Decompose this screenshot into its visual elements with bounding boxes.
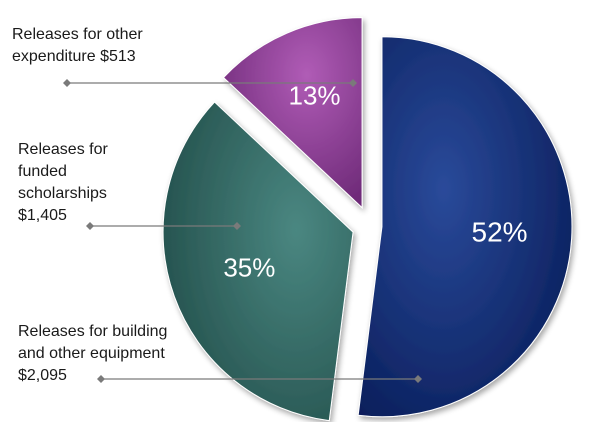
slice-other-expenditure <box>222 17 363 209</box>
pct-other-expenditure: 13% <box>288 81 340 111</box>
slice-funded-scholarships <box>162 101 354 422</box>
slice-building-equipment <box>357 36 573 418</box>
leader-other-expenditure-start-marker <box>63 79 71 87</box>
label-funded-scholarships: Releases for funded scholarships $1,405 <box>18 141 108 224</box>
leader-funded-scholarships-end-marker <box>233 222 241 230</box>
leader-building-equipment-start-marker <box>97 375 105 383</box>
pct-funded-scholarships: 35% <box>223 252 275 282</box>
leader-building-equipment-end-marker <box>414 375 422 383</box>
label-building-equipment: Releases for building and other equipmen… <box>18 323 168 384</box>
leader-funded-scholarships-start-marker <box>86 222 94 230</box>
label-other-expenditure: Releases for other expenditure $513 <box>12 26 143 65</box>
leader-other-expenditure-end-marker <box>349 79 357 87</box>
pct-building-equipment: 52% <box>472 217 528 248</box>
